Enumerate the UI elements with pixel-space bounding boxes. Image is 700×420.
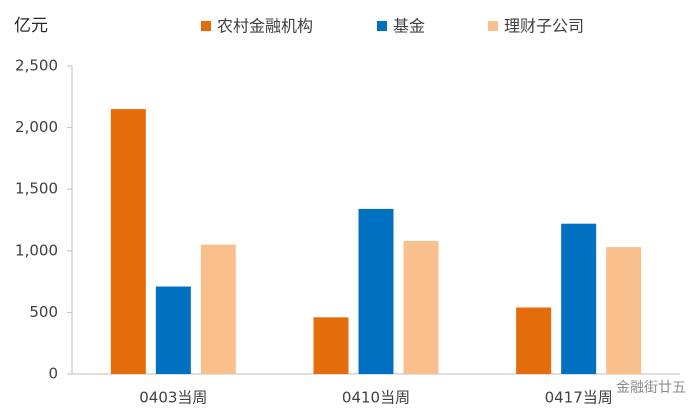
legend-label: 基金: [393, 17, 425, 36]
y-unit: 亿元: [14, 16, 48, 36]
bar: [403, 240, 439, 374]
x-tick-label: 0417当周: [545, 389, 613, 407]
legend-label: 理财子公司: [504, 17, 584, 36]
y-tick-label: 1,500: [15, 180, 58, 198]
y-tick-label: 0: [48, 365, 58, 383]
bar: [606, 247, 642, 374]
legend-swatch: [377, 21, 387, 31]
y-tick-label: 2,500: [15, 57, 58, 75]
x-tick-label: 0403当周: [139, 389, 207, 407]
y-tick-label: 2,000: [15, 118, 58, 136]
y-tick-label: 1,000: [15, 241, 58, 259]
y-tick-label: 500: [29, 303, 58, 321]
bar: [516, 307, 552, 374]
watermark: 金融街廿五: [616, 380, 686, 396]
bar: [155, 286, 191, 374]
legend-swatch: [201, 21, 211, 31]
bar: [110, 109, 146, 375]
x-tick-label: 0410当周: [342, 389, 410, 407]
legend-swatch: [488, 21, 498, 31]
bar: [200, 244, 236, 374]
legend-label: 农村金融机构: [217, 17, 313, 36]
bar: [313, 317, 349, 374]
bar: [358, 208, 394, 374]
bar: [561, 223, 597, 374]
